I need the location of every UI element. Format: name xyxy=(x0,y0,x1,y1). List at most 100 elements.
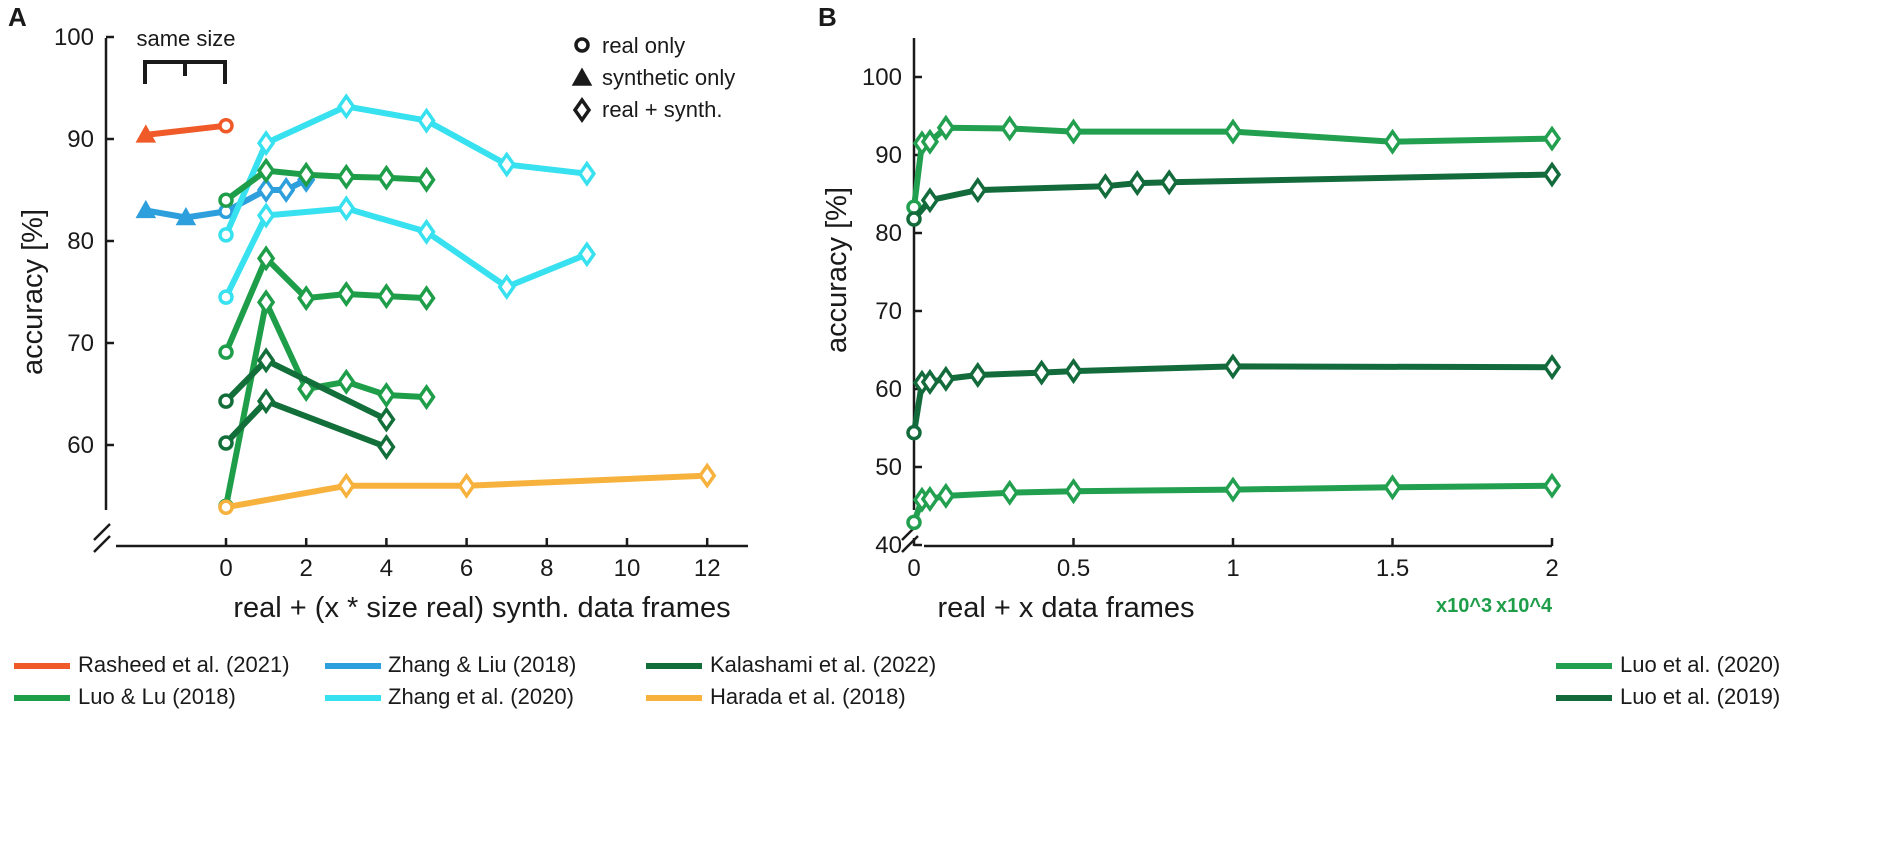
panel-a-series-0 xyxy=(135,117,234,143)
panel-b-data-point xyxy=(1064,478,1083,505)
panel-b-data-point xyxy=(1383,128,1402,155)
panel-a-series-1 xyxy=(135,166,316,226)
panel-b-data-point xyxy=(968,177,987,204)
panel-b-data-point xyxy=(1128,170,1147,197)
panel-a-data-point xyxy=(218,344,234,360)
marker-legend-synthetic-label: synthetic only xyxy=(602,65,735,90)
panel-a-y-tick-label: 100 xyxy=(54,24,94,51)
diamond-marker-icon xyxy=(572,96,592,124)
panel-b-data-point xyxy=(920,368,940,396)
panel-b-data-point xyxy=(1223,353,1243,380)
panel-b-series xyxy=(906,114,1562,531)
panel-a-data-point xyxy=(135,199,157,219)
panel-a-x-tick-label: 8 xyxy=(540,555,553,582)
panel-b-data-point xyxy=(936,365,956,392)
panel-a-data-point xyxy=(218,192,234,208)
panel-a-data-point xyxy=(256,245,276,272)
panel-a-series-5 xyxy=(218,245,436,360)
panel-a-data-point xyxy=(337,368,356,395)
panel-a-data-point xyxy=(337,280,356,308)
panel-b-y-axis-title: accuracy [%] xyxy=(821,187,853,353)
legend-label-harada: Harada et al. (2018) xyxy=(710,684,906,709)
panel-a-data-point xyxy=(256,347,276,374)
legend-label-luo-lu: Luo & Lu (2018) xyxy=(78,684,236,709)
panel-b-data-point xyxy=(920,187,940,214)
panel-a-series-2 xyxy=(218,93,597,243)
panel-b-data-point xyxy=(968,361,987,389)
panel-b-data-point xyxy=(906,514,922,531)
panel-a-y-axis-title: accuracy [%] xyxy=(17,209,49,375)
panel-a-data-point xyxy=(218,227,234,243)
panel-a-data-point xyxy=(256,289,276,316)
panel-b-series-line xyxy=(911,171,1555,222)
panel-b-y-tick-label: 40 xyxy=(875,532,902,559)
panel-b-data-point xyxy=(1000,479,1019,506)
panel-b-data-point xyxy=(936,482,956,509)
legend-label-kalashami: Kalashami et al. (2022) xyxy=(710,652,936,677)
panel-a-data-point xyxy=(698,462,717,489)
panel-a-data-point xyxy=(377,283,396,310)
panel-a-data-point xyxy=(256,130,276,157)
legend-label-luo2020: Luo et al. (2020) xyxy=(1620,652,1780,677)
panel-a-data-point xyxy=(135,124,157,143)
panel-a-x-tick-label: 2 xyxy=(300,555,313,582)
panel-a-series xyxy=(135,93,717,515)
panel-b-axes: 40 50 60 70 80 90 100 0 0.5 1 1.5 2 xyxy=(862,38,1559,582)
panel-a-data-point xyxy=(497,273,516,300)
panel-a-axis-break-mark xyxy=(93,535,111,553)
panel-b-x-tick-label: 0.5 xyxy=(1057,555,1090,582)
series-legend-swatches xyxy=(14,663,1612,701)
legend-label-rasheed: Rasheed et al. (2021) xyxy=(78,652,290,677)
panel-b-axis-break-mark xyxy=(901,535,919,553)
panel-a-data-point xyxy=(337,195,356,222)
legend-label-zhang-liu: Zhang & Liu (2018) xyxy=(388,652,576,677)
panel-a-x-tick-label: 12 xyxy=(694,555,721,582)
panel-a-data-point xyxy=(337,472,356,499)
same-size-bracket xyxy=(143,60,227,84)
panel-b-data-point xyxy=(1064,358,1083,385)
panel-a-y-tick-label: 60 xyxy=(67,432,94,459)
panel-b-data-point xyxy=(906,211,922,227)
same-size-label: same size xyxy=(136,26,235,51)
panel-a-data-point xyxy=(218,393,234,409)
panel-a-data-point xyxy=(256,388,276,415)
panel-b-y-tick-label: 70 xyxy=(875,298,902,325)
panel-a-x-axis-title: real + (x * size real) synth. data frame… xyxy=(233,592,730,624)
panel-b-x-tick-label: 1.5 xyxy=(1376,555,1409,582)
legend-label-luo2019: Luo et al. (2019) xyxy=(1620,684,1780,709)
multiplier-label-thousands: x10^3 xyxy=(1436,595,1492,617)
panel-a-series-line xyxy=(142,122,229,138)
panel-a-series-3 xyxy=(218,195,597,305)
panel-b-data-point xyxy=(1223,476,1243,503)
panel-a-data-point xyxy=(457,472,476,499)
triangle-marker-icon xyxy=(571,67,593,86)
panel-b-x-tick-label: 0 xyxy=(907,555,920,582)
panel-b-y-tick-label: 60 xyxy=(875,376,902,403)
panel-a-data-point xyxy=(377,406,396,433)
panel-b-series-1 xyxy=(906,161,1562,227)
panel-b-y-tick-label: 80 xyxy=(875,220,902,247)
panel-a-data-point xyxy=(577,160,597,187)
panel-a-series-line xyxy=(223,205,590,301)
panel-a-data-point xyxy=(417,285,436,312)
panel-a-x-tick-label: 0 xyxy=(219,555,232,582)
panel-a-data-point xyxy=(417,218,436,245)
panel-a-series-7 xyxy=(218,347,396,433)
panel-b-data-point xyxy=(906,424,922,441)
panel-b-data-point xyxy=(1542,125,1562,152)
circle-marker-icon xyxy=(574,37,590,53)
panel-b-data-point xyxy=(920,485,940,513)
panel-b-data-point xyxy=(920,128,940,155)
panel-b-data-point xyxy=(1383,474,1402,501)
panel-a-data-point xyxy=(417,107,436,134)
panel-a-y-tick-label: 80 xyxy=(67,228,94,255)
panel-a-x-tick-label: 10 xyxy=(614,555,641,582)
panel-a-series-4 xyxy=(218,157,436,208)
panel-a-data-point xyxy=(256,202,276,229)
panel-a-data-point xyxy=(297,161,316,188)
panel-a-data-point xyxy=(218,289,234,305)
panel-b-data-point xyxy=(1160,169,1179,196)
panel-b-y-tick-label: 100 xyxy=(862,64,902,91)
panel-a-series-line xyxy=(223,472,711,511)
